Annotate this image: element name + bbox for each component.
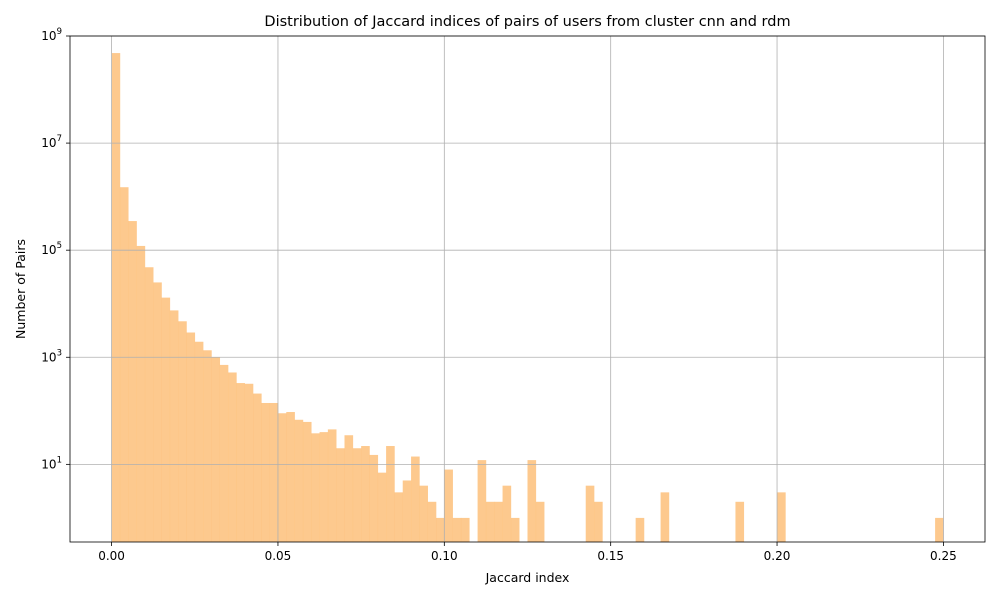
histogram-bar <box>294 419 304 542</box>
histogram-bar <box>128 221 137 543</box>
histogram-bar <box>452 517 462 542</box>
histogram-bar <box>502 485 512 542</box>
histogram-bar <box>585 485 595 542</box>
histogram-bar <box>494 501 503 542</box>
histogram-bar <box>153 282 162 542</box>
x-tick-label: 0.15 <box>597 549 624 563</box>
histogram-bar <box>386 446 395 542</box>
histogram-bar <box>510 517 520 542</box>
histogram-bar <box>377 472 387 542</box>
histogram-bar <box>485 501 495 542</box>
histogram-bar <box>269 402 279 542</box>
histogram-bar <box>361 446 370 542</box>
x-tick-label: 0.10 <box>431 549 458 563</box>
histogram-bar <box>735 501 745 542</box>
x-tick-label: 0.05 <box>265 549 292 563</box>
x-tick-label: 0.20 <box>764 549 791 563</box>
histogram-bar <box>194 341 204 542</box>
histogram-bar <box>277 413 287 542</box>
histogram-bar <box>635 517 645 542</box>
histogram-bar <box>527 460 537 542</box>
histogram-bar <box>144 267 154 542</box>
histogram-bar <box>436 517 445 542</box>
x-axis-label: Jaccard index <box>485 570 570 585</box>
histogram-bar <box>228 372 237 542</box>
histogram-bar <box>935 517 944 542</box>
histogram-bar <box>311 433 320 542</box>
y-tick-label: 103 <box>41 348 62 364</box>
bars-layer <box>111 53 944 543</box>
histogram-bar <box>777 492 786 542</box>
histogram-bar <box>411 456 420 542</box>
histogram-bar <box>261 402 270 542</box>
histogram-bar <box>336 448 345 542</box>
histogram-bar <box>352 448 362 542</box>
histogram-bar <box>419 485 428 542</box>
x-tick-label: 0.25 <box>930 549 957 563</box>
plot-area-frame <box>69 35 986 543</box>
histogram-bar <box>302 421 312 542</box>
histogram-bar <box>286 412 295 542</box>
histogram-bar <box>394 492 404 542</box>
histogram-bar <box>244 383 254 542</box>
y-tick-label: 107 <box>41 134 62 150</box>
histogram-bar <box>169 310 179 542</box>
histogram-bar <box>319 432 329 542</box>
histogram-bar <box>136 245 146 542</box>
histogram-bar <box>477 460 487 542</box>
histogram-bar <box>535 501 545 542</box>
histogram-bar <box>427 501 437 542</box>
histogram-bar <box>402 480 412 542</box>
histogram-bar <box>344 435 354 542</box>
chart-title: Distribution of Jaccard indices of pairs… <box>264 14 790 30</box>
histogram-bar <box>186 332 196 542</box>
histogram-bar <box>594 501 603 542</box>
histogram-bar <box>369 454 379 542</box>
histogram-bar <box>460 517 470 542</box>
histogram-bar <box>211 357 221 542</box>
histogram-bar <box>161 297 171 542</box>
y-tick-label: 109 <box>41 27 62 43</box>
histogram-bar <box>178 321 187 542</box>
histogram-bar <box>236 383 245 542</box>
histogram-bar <box>444 469 453 542</box>
histogram-bar <box>111 53 121 542</box>
y-tick-label: 105 <box>41 241 62 257</box>
x-tick-label: 0.00 <box>98 549 125 563</box>
histogram-bar <box>203 350 212 542</box>
histogram-bar <box>219 364 229 542</box>
y-axis-label: Number of Pairs <box>13 239 28 339</box>
y-tick-label: 101 <box>41 455 62 471</box>
histogram-bar <box>253 393 262 542</box>
histogram-bar <box>660 492 670 542</box>
ticks-layer: 0.00 0.05 0.10 0.15 0.20 0.25 101 103 105 107 109 <box>41 27 956 563</box>
histogram-bar <box>327 429 337 542</box>
histogram-bar <box>119 187 129 542</box>
